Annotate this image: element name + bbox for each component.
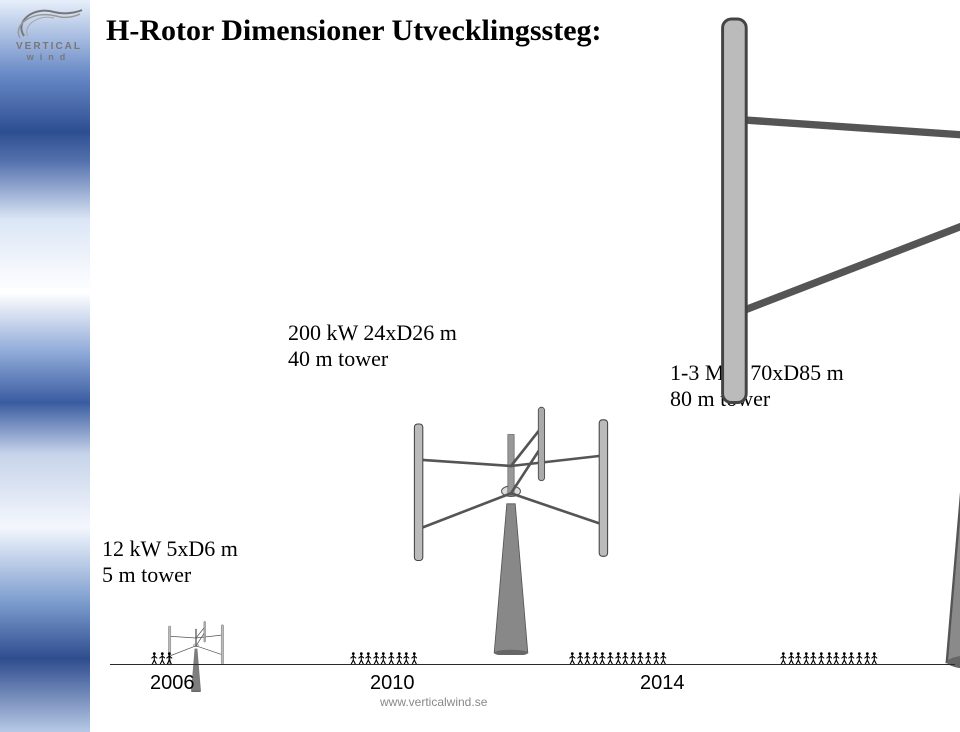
timeline-year: 2006 [150,672,195,695]
people-group [151,652,173,664]
turbine-medium-label: 200 kW 24xD26 m 40 m tower [288,320,457,372]
left-sidebar [0,0,90,732]
timeline-year: 2010 [370,672,415,695]
timeline-baseline [110,664,955,665]
logo-text-1: VERTICAL [16,42,82,52]
timeline-year: 2014 [640,672,685,695]
content-area: 12 kW 5xD6 m 5 m tower 200 kW 24xD26 m 4… [90,0,960,732]
logo: VERTICAL wind [6,6,92,66]
slide: VERTICAL wind H-Rotor Dimensioner Utveck… [0,0,960,732]
people-group [350,652,417,664]
footer-url: www.verticalwind.se [380,695,487,709]
turbine-large-icon [640,0,960,683]
people-group [569,652,667,664]
logo-swirl-icon [14,6,84,42]
people-group [780,652,878,664]
turbine-medium-icon [385,403,637,660]
turbine-small-label: 12 kW 5xD6 m 5 m tower [102,536,238,588]
logo-text-2: wind [27,53,72,62]
